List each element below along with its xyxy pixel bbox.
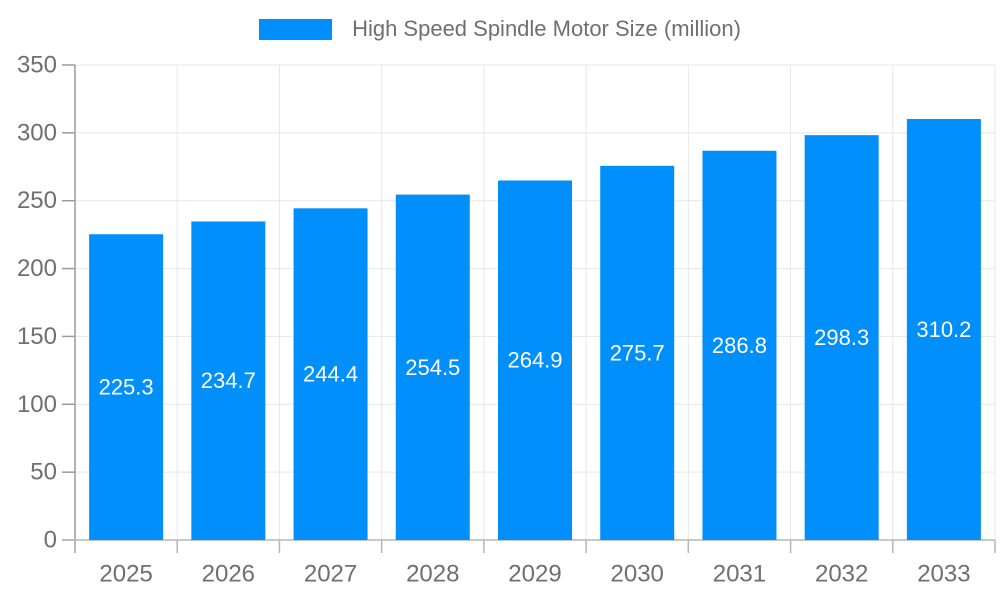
bar-value-label: 310.2 <box>916 317 971 342</box>
legend-marker-swatch <box>259 18 333 40</box>
x-tick-label: 2032 <box>815 561 868 588</box>
x-tick-label: 2025 <box>99 561 152 588</box>
bar[interactable] <box>191 221 266 540</box>
bar[interactable] <box>498 180 572 540</box>
bar-value-label: 244.4 <box>303 362 358 387</box>
y-tick-label: 0 <box>44 527 57 554</box>
legend[interactable]: High Speed Spindle Motor Size (million) <box>0 18 1000 40</box>
bar[interactable] <box>906 119 981 540</box>
y-tick-label: 150 <box>17 323 57 350</box>
bar[interactable] <box>293 208 368 541</box>
x-tick-label: 2027 <box>304 561 357 588</box>
x-tick-label: 2033 <box>917 561 970 588</box>
bar[interactable] <box>600 165 675 541</box>
bar-value-label: 234.7 <box>201 368 256 393</box>
y-tick-label: 200 <box>17 255 57 282</box>
bar-value-label: 286.8 <box>712 333 767 358</box>
x-tick-label: 2028 <box>406 561 459 588</box>
bar-value-label: 225.3 <box>99 375 154 400</box>
bar-value-label: 275.7 <box>610 340 665 365</box>
bar[interactable] <box>702 150 777 540</box>
x-tick-label: 2030 <box>611 561 664 588</box>
y-tick-label: 50 <box>30 459 57 486</box>
bar-value-label: 264.9 <box>507 348 562 373</box>
y-tick-label: 350 <box>17 52 57 79</box>
x-tick-label: 2026 <box>202 561 255 588</box>
x-tick-label: 2031 <box>713 561 766 588</box>
bar[interactable] <box>395 194 470 540</box>
bar[interactable] <box>89 234 164 540</box>
y-tick-label: 250 <box>17 187 57 214</box>
bar[interactable] <box>804 135 879 540</box>
bar-value-label: 254.5 <box>405 355 460 380</box>
legend-label: High Speed Spindle Motor Size (million) <box>352 16 741 41</box>
y-tick-label: 100 <box>17 391 57 418</box>
y-tick-label: 300 <box>17 119 57 146</box>
x-tick-label: 2029 <box>508 561 561 588</box>
bar-value-label: 298.3 <box>814 325 869 350</box>
